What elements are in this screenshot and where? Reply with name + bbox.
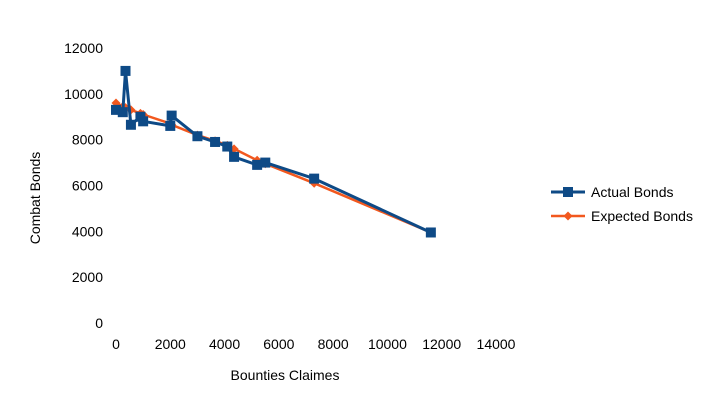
legend: Actual Bonds Expected Bonds [551, 184, 693, 224]
x-tick-label: 6000 [263, 336, 294, 352]
series-line-actual-bonds [115, 69, 432, 234]
x-tick-label: 12000 [422, 336, 461, 352]
data-point-actual-bonds [125, 119, 136, 130]
data-point-actual-bonds [111, 104, 121, 115]
data-point-actual-bonds [260, 157, 271, 168]
series-layer [111, 65, 436, 238]
legend-item-actual-bonds: Actual Bonds [551, 184, 674, 200]
y-tick-label: 10000 [64, 86, 103, 102]
series-actual-bonds [111, 65, 436, 238]
data-point-actual-bonds [120, 65, 131, 76]
data-point-actual-bonds [166, 110, 177, 121]
data-point-actual-bonds [309, 173, 320, 184]
y-tick-label: 12000 [64, 40, 103, 56]
legend-marker [563, 211, 573, 221]
series-expected-bonds [111, 98, 436, 237]
x-tick-label: 14000 [477, 336, 516, 352]
series-line-expected-bonds [115, 101, 432, 234]
data-point-actual-bonds [165, 120, 176, 131]
data-point-actual-bonds [425, 227, 436, 238]
legend-label: Actual Bonds [591, 184, 674, 200]
y-tick-label: 8000 [72, 132, 103, 148]
data-point-actual-bonds [222, 141, 233, 152]
x-tick-label: 8000 [318, 336, 349, 352]
legend-item-expected-bonds: Expected Bonds [551, 208, 693, 224]
x-tick-label: 4000 [209, 336, 240, 352]
x-tick-label: 10000 [368, 336, 407, 352]
y-tick-label: 4000 [72, 223, 103, 239]
y-tick-label: 0 [95, 315, 103, 331]
x-axis-ticks: 0 2000 4000 6000 8000 10000 12000 14000 [112, 336, 516, 352]
data-point-actual-bonds [138, 116, 149, 127]
y-tick-label: 6000 [72, 178, 103, 194]
data-point-actual-bonds [229, 151, 240, 162]
y-axis-label: Combat Bonds [27, 152, 43, 245]
data-point-actual-bonds [117, 107, 128, 118]
data-point-actual-bonds [252, 159, 263, 170]
x-tick-label: 2000 [155, 336, 186, 352]
legend-marker [563, 187, 573, 197]
x-axis-label: Bounties Claimes [231, 367, 340, 383]
x-tick-label: 0 [112, 336, 120, 352]
y-axis-ticks: 0 2000 4000 6000 8000 10000 12000 [64, 40, 103, 331]
data-point-actual-bonds [210, 136, 221, 147]
legend-label: Expected Bonds [591, 208, 693, 224]
data-point-actual-bonds [192, 131, 203, 142]
y-tick-label: 2000 [72, 269, 103, 285]
